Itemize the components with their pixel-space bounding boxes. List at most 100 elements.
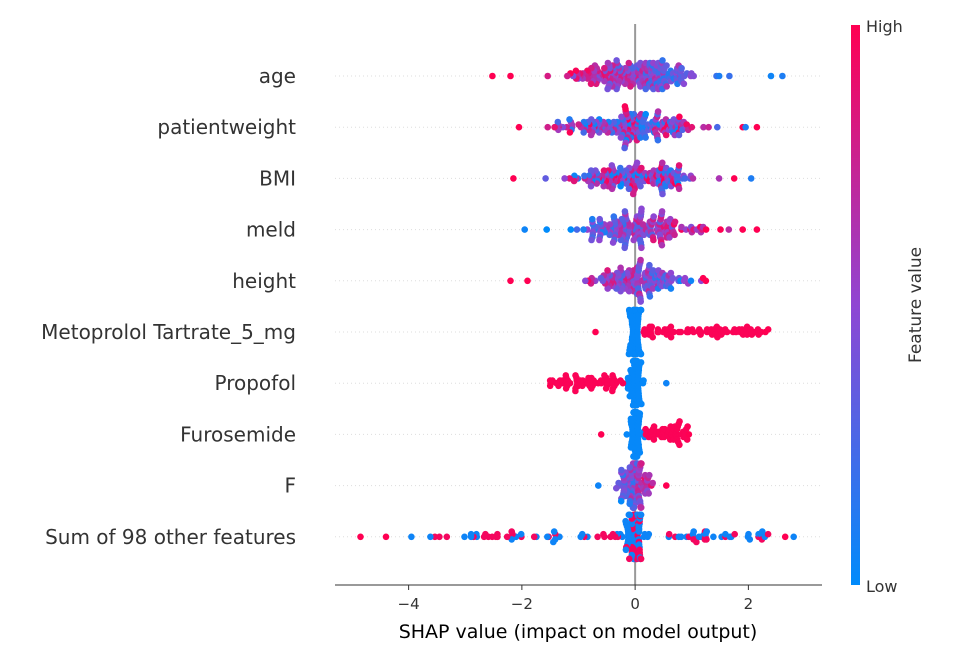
shap-dot xyxy=(572,387,579,395)
shap-dot xyxy=(693,538,700,546)
shap-dot xyxy=(594,533,601,541)
shap-dot xyxy=(566,175,573,182)
shap-dot xyxy=(517,530,525,538)
shap-dot xyxy=(669,274,677,282)
shap-dot xyxy=(681,175,689,182)
shap-dot xyxy=(678,64,685,72)
shap-dot xyxy=(646,261,653,269)
shap-dot xyxy=(638,244,645,252)
shap-dot xyxy=(617,134,625,141)
shap-dot xyxy=(745,530,752,538)
shap-dot xyxy=(515,123,523,131)
shap-dot xyxy=(637,504,645,511)
shap-dot xyxy=(637,298,644,305)
shap-dot xyxy=(753,123,761,131)
shap-dot xyxy=(621,103,629,110)
shap-dot xyxy=(610,213,618,220)
shap-dot xyxy=(649,267,657,274)
shap-dot xyxy=(489,72,496,80)
shap-dot xyxy=(609,239,617,246)
x-tick-label: 0 xyxy=(630,595,640,613)
shap-dot xyxy=(638,460,645,467)
shap-dot xyxy=(544,72,551,80)
shap-dot xyxy=(683,121,690,128)
shap-dot xyxy=(650,213,657,220)
shap-dot xyxy=(650,236,657,244)
shap-dot xyxy=(521,226,528,233)
shap-dot xyxy=(618,215,625,223)
shap-dot xyxy=(671,231,678,239)
shap-dot xyxy=(566,116,573,123)
shap-dot xyxy=(637,359,645,366)
shap-dot xyxy=(662,131,670,139)
shap-dot xyxy=(625,350,633,358)
shap-dot xyxy=(639,221,647,228)
shap-dot xyxy=(543,226,550,233)
shap-dot xyxy=(742,123,749,131)
shap-dot xyxy=(723,328,731,336)
shap-dot xyxy=(650,436,658,443)
shap-dot xyxy=(617,497,625,505)
shap-dot xyxy=(629,190,637,198)
shap-dot xyxy=(715,72,723,80)
shap-dot xyxy=(604,85,611,93)
shap-dot xyxy=(604,267,611,274)
shap-dot xyxy=(781,533,789,541)
shap-dot xyxy=(550,528,558,535)
shap-dot xyxy=(609,372,616,379)
shap-dot xyxy=(650,423,658,430)
shap-dot xyxy=(625,59,633,67)
shap-dot xyxy=(684,423,691,430)
shap-dot xyxy=(600,182,607,190)
shap-dot xyxy=(665,530,673,538)
shap-dot xyxy=(626,464,634,471)
shap-dot xyxy=(681,274,689,282)
shap-dot xyxy=(507,277,514,285)
shap-dot xyxy=(764,326,772,333)
shap-dot xyxy=(649,285,657,292)
shap-dot xyxy=(687,277,695,285)
shap-dot xyxy=(617,164,624,172)
shap-dot xyxy=(622,517,629,525)
shap-dot xyxy=(625,511,633,519)
shap-dot xyxy=(779,72,786,80)
shap-dot xyxy=(663,62,670,69)
shap-dot xyxy=(726,72,733,80)
shap-dot xyxy=(617,264,624,272)
shap-dot xyxy=(577,533,584,541)
shap-dot xyxy=(554,118,562,126)
shap-dot xyxy=(663,482,670,489)
shap-dot xyxy=(587,167,595,174)
shap-dot xyxy=(580,118,588,126)
shap-dot xyxy=(621,244,628,252)
shap-dot xyxy=(587,131,595,139)
shap-dot xyxy=(580,129,587,136)
shap-dot xyxy=(663,83,670,90)
shap-dot xyxy=(604,59,612,67)
shap-dot xyxy=(567,226,575,233)
shap-dot xyxy=(648,323,656,331)
shap-dot xyxy=(675,185,683,193)
shap-dot xyxy=(542,175,549,182)
shap-dot xyxy=(666,234,673,241)
shap-dot xyxy=(575,121,582,128)
shap-dot xyxy=(592,328,599,336)
shap-dot xyxy=(508,528,515,535)
shap-dot xyxy=(690,528,697,535)
shap-dot xyxy=(700,123,707,131)
shap-dot xyxy=(623,431,631,438)
shap-dot xyxy=(622,546,630,554)
shap-dot xyxy=(507,72,514,80)
shap-dot xyxy=(638,205,645,213)
shap-dot xyxy=(626,392,634,400)
shap-dot xyxy=(601,77,608,85)
colorbar: High Low Feature value xyxy=(851,17,926,596)
shap-dot xyxy=(601,64,608,72)
shap-dot xyxy=(562,372,570,379)
shap-dot xyxy=(602,385,610,392)
dots xyxy=(357,57,797,563)
shap-dot xyxy=(618,466,625,474)
row-guides xyxy=(335,75,822,538)
shap-dot xyxy=(613,484,620,492)
